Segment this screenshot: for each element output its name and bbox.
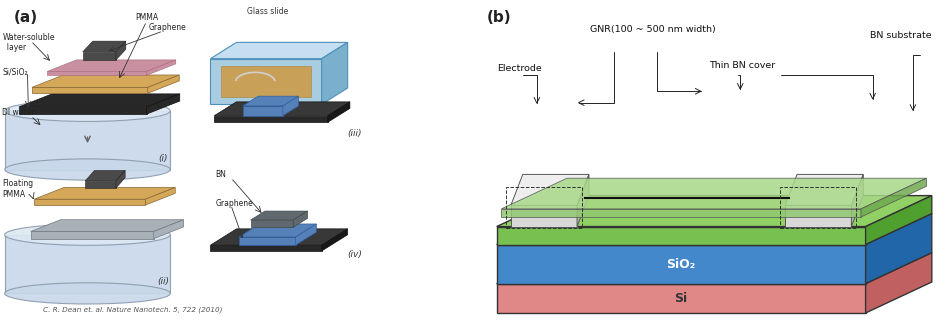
Polygon shape (785, 205, 851, 227)
Text: BN substrate: BN substrate (870, 31, 932, 40)
Polygon shape (293, 211, 307, 227)
Polygon shape (19, 107, 147, 114)
Polygon shape (146, 187, 175, 205)
Polygon shape (511, 174, 589, 205)
Polygon shape (577, 174, 589, 227)
Polygon shape (283, 96, 298, 116)
Polygon shape (497, 253, 932, 284)
Polygon shape (251, 220, 293, 227)
Text: Si/SiO₂: Si/SiO₂ (2, 67, 28, 76)
Text: (i): (i) (158, 154, 168, 163)
Polygon shape (147, 60, 176, 75)
Text: Electrode: Electrode (497, 64, 541, 73)
Polygon shape (214, 102, 350, 116)
Polygon shape (30, 220, 184, 231)
Text: GNR(100 ~ 500 nm width): GNR(100 ~ 500 nm width) (590, 25, 715, 34)
Polygon shape (866, 214, 932, 284)
Text: Floating
PMMA: Floating PMMA (2, 179, 33, 199)
Text: BN: BN (216, 170, 226, 179)
Text: DI water: DI water (2, 108, 35, 117)
Polygon shape (242, 106, 283, 116)
Text: (iv): (iv) (347, 250, 362, 259)
Text: Glass slide: Glass slide (247, 7, 288, 16)
Text: Graphene: Graphene (149, 23, 186, 32)
Polygon shape (148, 75, 180, 93)
Polygon shape (210, 229, 348, 245)
Polygon shape (47, 71, 147, 75)
Polygon shape (327, 102, 350, 122)
Ellipse shape (5, 224, 170, 245)
Polygon shape (83, 52, 115, 60)
Polygon shape (5, 111, 170, 170)
Polygon shape (866, 196, 932, 244)
Polygon shape (238, 237, 295, 245)
Polygon shape (47, 60, 176, 71)
Polygon shape (322, 42, 348, 104)
Polygon shape (115, 41, 126, 60)
Text: C. R. Dean et. al. Nature Nanotech. 5, 722 (2010): C. R. Dean et. al. Nature Nanotech. 5, 7… (43, 306, 222, 313)
Polygon shape (153, 220, 184, 239)
Text: (a): (a) (14, 10, 39, 25)
Polygon shape (34, 187, 175, 199)
Text: (ii): (ii) (157, 277, 169, 287)
Polygon shape (497, 196, 932, 227)
Polygon shape (32, 75, 180, 87)
Polygon shape (221, 66, 311, 97)
Polygon shape (115, 170, 125, 188)
Ellipse shape (5, 100, 170, 122)
Text: Water-soluble
  layer: Water-soluble layer (2, 33, 55, 52)
Polygon shape (497, 214, 932, 244)
Ellipse shape (5, 159, 170, 180)
Polygon shape (32, 87, 148, 93)
Text: Thin BN cover: Thin BN cover (710, 61, 776, 70)
Polygon shape (497, 284, 866, 313)
Polygon shape (866, 253, 932, 313)
Polygon shape (210, 42, 348, 59)
Polygon shape (497, 227, 866, 244)
Polygon shape (210, 59, 322, 104)
Polygon shape (322, 229, 348, 251)
Polygon shape (851, 174, 864, 227)
Polygon shape (85, 181, 115, 188)
Polygon shape (511, 205, 577, 227)
Polygon shape (83, 41, 126, 52)
Text: Graphene: Graphene (216, 199, 253, 208)
Polygon shape (30, 231, 153, 239)
Polygon shape (785, 174, 864, 205)
Polygon shape (147, 94, 180, 114)
Polygon shape (501, 209, 861, 217)
Polygon shape (242, 96, 298, 106)
Text: SiO₂: SiO₂ (667, 258, 695, 271)
Polygon shape (238, 224, 316, 237)
Text: PMMA: PMMA (134, 13, 158, 22)
Text: (iii): (iii) (347, 129, 362, 138)
Polygon shape (34, 199, 146, 205)
Polygon shape (214, 116, 327, 122)
Text: Si: Si (674, 292, 688, 305)
Polygon shape (5, 235, 170, 293)
Polygon shape (210, 245, 322, 251)
Polygon shape (501, 178, 926, 209)
Polygon shape (19, 94, 180, 107)
Text: (b): (b) (487, 10, 512, 25)
Polygon shape (497, 244, 866, 284)
Polygon shape (861, 178, 926, 217)
Polygon shape (85, 170, 125, 181)
Ellipse shape (5, 283, 170, 304)
Polygon shape (295, 224, 316, 245)
Polygon shape (251, 211, 307, 220)
